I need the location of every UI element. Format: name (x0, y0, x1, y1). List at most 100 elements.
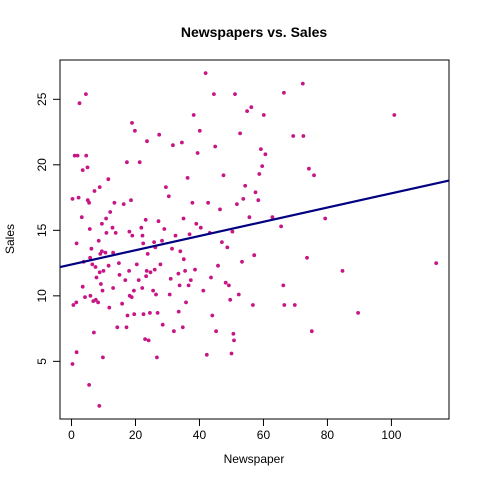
data-point (180, 325, 185, 330)
data-point (130, 233, 135, 238)
data-point (323, 216, 328, 221)
data-point (99, 282, 103, 286)
data-point (281, 283, 286, 288)
y-tick-label: 20 (35, 158, 49, 172)
data-point (96, 300, 100, 305)
data-point (158, 262, 163, 267)
data-point (97, 185, 102, 190)
data-point (84, 92, 88, 96)
data-point (157, 132, 162, 137)
data-point (160, 238, 164, 243)
data-point (104, 216, 108, 221)
data-point (197, 128, 202, 133)
data-point (184, 300, 188, 305)
data-point (194, 221, 199, 226)
data-point (110, 225, 115, 230)
data-point (145, 252, 150, 256)
data-point (129, 198, 133, 203)
data-point (186, 283, 191, 288)
data-point (212, 92, 216, 96)
data-point (79, 215, 84, 220)
data-point (121, 202, 126, 207)
data-point (260, 164, 265, 169)
data-point (94, 275, 99, 280)
data-point (300, 81, 305, 86)
data-point (80, 168, 85, 173)
data-point (134, 262, 139, 267)
data-point (87, 200, 91, 205)
data-point (101, 269, 106, 273)
y-tick-label: 25 (35, 92, 49, 106)
data-point (177, 283, 182, 288)
data-point (88, 255, 92, 260)
data-point (156, 219, 161, 224)
data-point (115, 325, 120, 330)
data-point (90, 262, 95, 267)
data-point (100, 288, 105, 293)
data-point (232, 338, 236, 343)
data-point (256, 198, 261, 203)
data-point (245, 109, 250, 113)
data-point (229, 351, 234, 356)
data-point (146, 338, 151, 343)
data-point (292, 303, 297, 307)
x-axis-label: Newspaper (224, 452, 285, 466)
data-point (97, 404, 102, 408)
data-point (282, 303, 287, 307)
data-point (74, 241, 79, 246)
data-point (132, 288, 136, 293)
data-point (75, 153, 80, 158)
data-point (125, 313, 130, 318)
data-point (178, 249, 183, 254)
data-point (195, 151, 200, 155)
data-point (434, 261, 439, 265)
x-tick-label: 40 (193, 428, 207, 442)
data-point (253, 190, 258, 195)
data-point (259, 147, 263, 152)
y-tick-label: 15 (35, 223, 49, 237)
data-point (103, 250, 108, 255)
data-point (141, 312, 146, 317)
data-point (340, 269, 345, 273)
data-point (139, 225, 144, 230)
data-point (167, 292, 172, 297)
chart-title: Newspapers vs. Sales (181, 24, 328, 40)
data-point (129, 295, 134, 299)
y-tick-label: 10 (35, 289, 49, 303)
data-point (176, 271, 181, 276)
data-point (87, 227, 92, 231)
data-point (133, 128, 137, 133)
data-point (185, 176, 190, 180)
data-point (85, 165, 90, 170)
data-point (279, 224, 283, 229)
data-point (209, 275, 213, 280)
data-point (93, 297, 98, 302)
data-point (220, 240, 224, 245)
data-point (70, 197, 75, 201)
data-point (137, 160, 142, 165)
data-point (213, 144, 218, 149)
data-point (210, 313, 215, 318)
data-point (181, 216, 186, 221)
data-point (117, 273, 122, 277)
x-axis: 0 20 40 60 80 100 (68, 418, 402, 442)
x-tick-label: 100 (381, 428, 401, 442)
data-point (130, 121, 134, 125)
data-point (188, 278, 193, 282)
data-point (183, 269, 188, 273)
data-point (88, 293, 93, 298)
data-point (257, 172, 262, 176)
data-point (218, 207, 222, 212)
data-point (76, 195, 81, 200)
data-point (80, 284, 85, 289)
data-point (223, 280, 228, 285)
y-axis: 5 10 15 20 25 (35, 92, 61, 365)
data-point (238, 131, 243, 136)
data-point (140, 233, 145, 238)
x-tick-label: 60 (257, 428, 271, 442)
data-point (235, 202, 239, 207)
data-point (221, 173, 226, 178)
data-point (356, 311, 360, 315)
